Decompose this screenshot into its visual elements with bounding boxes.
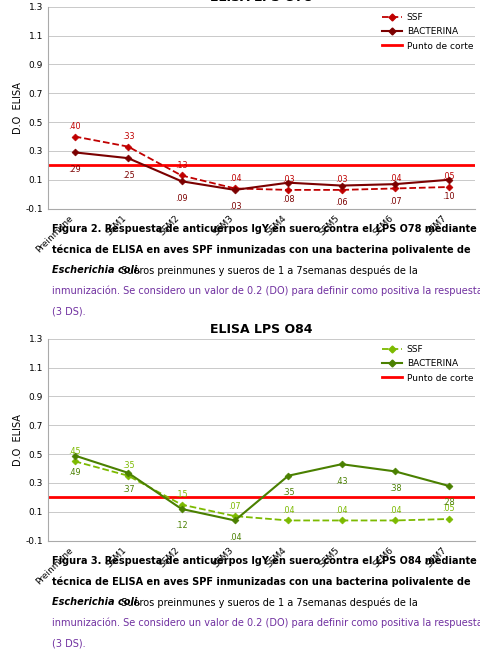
- BACTERINA: [392, 467, 398, 475]
- Text: .45: .45: [68, 447, 81, 456]
- Text: .05: .05: [442, 505, 455, 513]
- Text: .35: .35: [282, 488, 295, 497]
- Text: .08: .08: [282, 196, 295, 204]
- Text: .13: .13: [175, 161, 188, 170]
- Legend: SSF, BACTERINA, Punto de corte: SSF, BACTERINA, Punto de corte: [381, 343, 475, 384]
- BACTERINA: [286, 179, 291, 187]
- SSF: [179, 501, 184, 509]
- Text: .04: .04: [389, 506, 401, 515]
- Y-axis label: D.O  ELISA: D.O ELISA: [13, 82, 23, 134]
- Text: Sueros preinmunes y sueros de 1 a 7semanas después de la: Sueros preinmunes y sueros de 1 a 7seman…: [119, 265, 418, 276]
- Text: .03: .03: [336, 176, 348, 184]
- Text: .40: .40: [69, 122, 81, 131]
- BACTERINA: [339, 182, 345, 190]
- SSF: [179, 172, 184, 180]
- SSF: [392, 184, 398, 192]
- Line: SSF: SSF: [72, 134, 451, 192]
- Text: .33: .33: [122, 132, 134, 141]
- Text: .25: .25: [122, 171, 134, 180]
- Text: .28: .28: [442, 498, 455, 507]
- SSF: [445, 183, 451, 191]
- SSF: [286, 186, 291, 194]
- Text: .37: .37: [122, 485, 134, 494]
- Title: ELISA LPS O84: ELISA LPS O84: [210, 323, 313, 336]
- SSF: [445, 515, 451, 523]
- BACTERINA: [339, 460, 345, 468]
- Text: inmunización. Se considero un valor de 0.2 (DO) para definir como positiva la re: inmunización. Se considero un valor de 0…: [52, 618, 480, 628]
- BACTERINA: [445, 482, 451, 490]
- Text: .03: .03: [228, 202, 241, 211]
- Text: .07: .07: [228, 501, 241, 511]
- BACTERINA: [72, 452, 78, 460]
- BACTERINA: [232, 517, 238, 525]
- Line: SSF: SSF: [72, 459, 451, 523]
- Text: Figura 3. Respuesta de anticuerpos IgY en suero contra el LPS O84 mediante la: Figura 3. Respuesta de anticuerpos IgY e…: [52, 556, 480, 566]
- Line: BACTERINA: BACTERINA: [72, 453, 451, 523]
- Text: .04: .04: [228, 533, 241, 542]
- SSF: [72, 132, 78, 140]
- Text: .38: .38: [389, 484, 401, 493]
- BACTERINA: [232, 186, 238, 194]
- Legend: SSF, BACTERINA, Punto de corte: SSF, BACTERINA, Punto de corte: [381, 11, 475, 53]
- Text: técnica de ELISA en aves SPF inmunizadas con una bacterina polivalente de: técnica de ELISA en aves SPF inmunizadas…: [52, 577, 471, 587]
- Text: (3 DS).: (3 DS).: [52, 307, 86, 317]
- SSF: [72, 458, 78, 466]
- Text: .06: .06: [336, 198, 348, 207]
- Text: .03: .03: [282, 176, 295, 184]
- Text: (3 DS).: (3 DS).: [52, 638, 86, 648]
- BACTERINA: [179, 178, 184, 186]
- BACTERINA: [179, 505, 184, 513]
- BACTERINA: [286, 471, 291, 479]
- BACTERINA: [445, 176, 451, 184]
- SSF: [392, 517, 398, 525]
- Text: .09: .09: [175, 194, 188, 203]
- Text: Figura 2. Respuesta de anticuerpos IgY en suero contra el LPS O78 mediante la: Figura 2. Respuesta de anticuerpos IgY e…: [52, 224, 480, 234]
- Text: .10: .10: [442, 192, 455, 201]
- Text: Escherichia coli.: Escherichia coli.: [52, 597, 141, 607]
- SSF: [232, 512, 238, 520]
- SSF: [125, 471, 131, 479]
- SSF: [339, 517, 345, 525]
- Text: .12: .12: [175, 521, 188, 531]
- Text: .29: .29: [68, 165, 81, 174]
- Text: .15: .15: [175, 490, 188, 499]
- BACTERINA: [392, 180, 398, 188]
- SSF: [125, 142, 131, 150]
- Line: BACTERINA: BACTERINA: [72, 150, 451, 192]
- Text: .04: .04: [336, 506, 348, 515]
- BACTERINA: [125, 154, 131, 162]
- SSF: [339, 186, 345, 194]
- Text: Sueros preinmunes y sueros de 1 a 7semanas después de la: Sueros preinmunes y sueros de 1 a 7seman…: [119, 597, 418, 608]
- Y-axis label: D.O  ELISA: D.O ELISA: [13, 414, 23, 465]
- Text: .05: .05: [442, 172, 455, 182]
- Text: .04: .04: [389, 174, 401, 183]
- Text: inmunización. Se considero un valor de 0.2 (DO) para definir como positiva la re: inmunización. Se considero un valor de 0…: [52, 286, 480, 297]
- Text: técnica de ELISA en aves SPF inmunizadas con una bacterina polivalente de: técnica de ELISA en aves SPF inmunizadas…: [52, 245, 471, 255]
- SSF: [286, 517, 291, 525]
- Text: .07: .07: [389, 197, 401, 205]
- BACTERINA: [72, 148, 78, 156]
- Text: .49: .49: [68, 468, 81, 477]
- Text: .35: .35: [122, 461, 134, 470]
- Title: ELISA LPS O78: ELISA LPS O78: [210, 0, 313, 4]
- Text: Escherichia coli.: Escherichia coli.: [52, 265, 141, 275]
- Text: .43: .43: [336, 477, 348, 485]
- Text: .04: .04: [228, 174, 241, 183]
- Text: .04: .04: [282, 506, 295, 515]
- SSF: [232, 184, 238, 192]
- BACTERINA: [125, 469, 131, 477]
